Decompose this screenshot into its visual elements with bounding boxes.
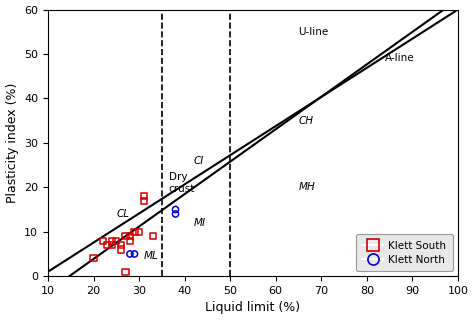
Y-axis label: Plasticity index (%): Plasticity index (%) [6, 83, 18, 203]
Point [117, 243, 125, 248]
Point [108, 243, 116, 248]
Text: U-line: U-line [299, 27, 329, 37]
Text: Dry
crust: Dry crust [169, 172, 195, 194]
Point [131, 252, 138, 257]
Text: MI: MI [194, 218, 206, 228]
Point [126, 252, 134, 257]
Point [135, 229, 143, 234]
Point [131, 229, 138, 234]
Text: MH: MH [299, 182, 315, 192]
Text: ML: ML [144, 251, 158, 261]
Point [126, 238, 134, 243]
Point [99, 238, 107, 243]
Text: CI: CI [194, 156, 204, 166]
Point [140, 194, 147, 199]
Legend: Klett South, Klett North: Klett South, Klett North [356, 234, 453, 271]
Point [149, 234, 156, 239]
Point [90, 256, 97, 261]
Text: A-line: A-line [385, 53, 415, 63]
Point [172, 207, 179, 212]
Text: CL: CL [116, 209, 129, 219]
Point [172, 212, 179, 217]
Point [117, 247, 125, 252]
Point [122, 234, 129, 239]
Point [112, 238, 120, 243]
X-axis label: Liquid limit (%): Liquid limit (%) [205, 301, 301, 315]
Text: CH: CH [299, 116, 313, 126]
Point [126, 234, 134, 239]
Point [122, 269, 129, 274]
Point [140, 198, 147, 203]
Point [108, 238, 116, 243]
Point [103, 243, 111, 248]
